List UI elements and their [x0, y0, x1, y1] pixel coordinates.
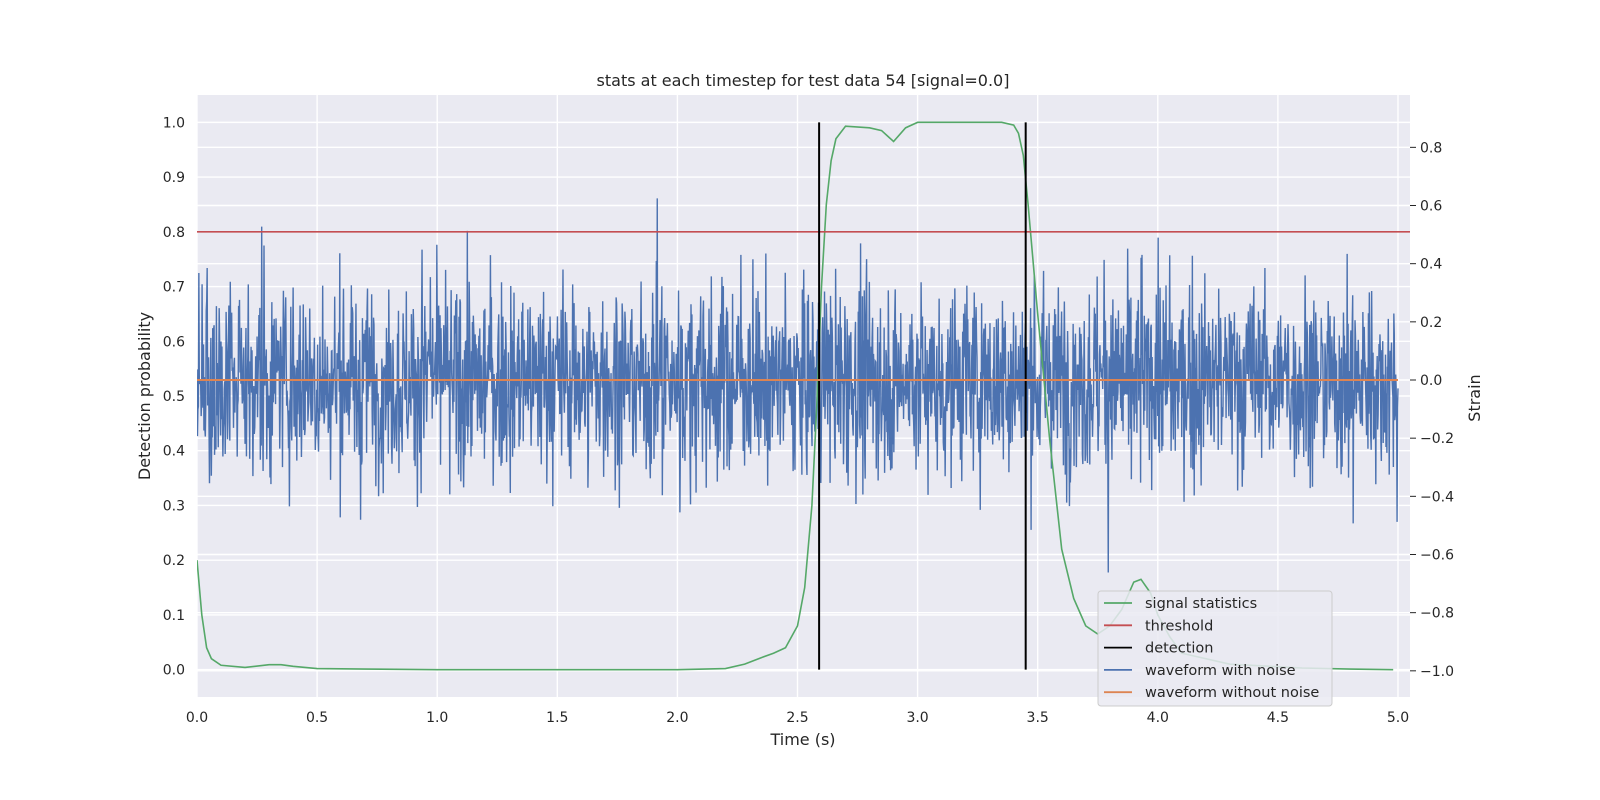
- x-tick-label: 1.0: [426, 710, 448, 726]
- y-tick-label: 0.2: [163, 553, 185, 569]
- y2-tick-label: 0.4: [1420, 257, 1442, 273]
- x-tick-label: 4.5: [1267, 710, 1289, 726]
- legend-label: threshold: [1145, 618, 1213, 634]
- y2-tick-label: 0.6: [1420, 199, 1442, 215]
- y-tick-label: 0.1: [163, 608, 185, 624]
- y2-tick-label: −0.6: [1420, 547, 1454, 563]
- legend-label: detection: [1145, 641, 1213, 657]
- x-tick-label: 0.5: [306, 710, 328, 726]
- legend-label: signal statistics: [1145, 596, 1257, 612]
- y-tick-label: 0.5: [163, 389, 185, 405]
- y-tick-label: 1.0: [163, 115, 185, 131]
- x-tick-label: 5.0: [1387, 710, 1409, 726]
- x-tick-label: 2.5: [786, 710, 808, 726]
- x-tick-label: 3.0: [906, 710, 928, 726]
- waveform-with-noise-line: [197, 198, 1399, 573]
- y2-tick-label: −0.8: [1420, 606, 1454, 622]
- y2-tick-labels: −1.0 −0.8 −0.6 −0.4 −0.2 0.0 0.2 0.4 0.6 0.8: [1410, 140, 1454, 680]
- y2-tick-label: −0.4: [1420, 489, 1454, 505]
- y2-tick-label: −0.2: [1420, 431, 1454, 447]
- legend-label: waveform without noise: [1145, 685, 1319, 701]
- y-axis-label: Detection probability: [135, 312, 154, 480]
- x-tick-label: 4.0: [1147, 710, 1169, 726]
- chart-title: stats at each timestep for test data 54 …: [597, 71, 1010, 90]
- legend: signal statistics threshold detection wavef…: [1097, 590, 1333, 707]
- y2-tick-label: 0.8: [1420, 140, 1442, 156]
- y-tick-label: 0.9: [163, 170, 185, 186]
- y-tick-label: 0.4: [163, 444, 185, 460]
- y2-axis-label: Strain: [1465, 374, 1484, 421]
- y-tick-labels: 0.0 0.1 0.2 0.3 0.4 0.5 0.6 0.7 0.8 0.9 1.0: [163, 115, 185, 678]
- y-tick-label: 0.6: [163, 334, 185, 350]
- y-tick-label: 0.3: [163, 498, 185, 514]
- legend-label: waveform with noise: [1145, 663, 1296, 679]
- x-tick-label: 2.0: [666, 710, 688, 726]
- legend-box: [1097, 590, 1333, 707]
- y2-tick-label: −1.0: [1420, 664, 1454, 680]
- y-tick-label: 0.0: [163, 663, 185, 679]
- y2-tick-label: 0.0: [1420, 373, 1442, 389]
- x-tick-label: 0.0: [186, 710, 208, 726]
- y-tick-label: 0.7: [163, 280, 185, 296]
- x-tick-label: 1.5: [546, 710, 568, 726]
- x-axis-label: Time (s): [769, 730, 835, 749]
- y2-tick-label: 0.2: [1420, 315, 1442, 331]
- y-tick-label: 0.8: [163, 225, 185, 241]
- x-tick-label: 3.5: [1027, 710, 1049, 726]
- x-tick-labels: 0.0 0.5 1.0 1.5 2.0 2.5 3.0 3.5 4.0 4.5 5.0: [186, 710, 1409, 726]
